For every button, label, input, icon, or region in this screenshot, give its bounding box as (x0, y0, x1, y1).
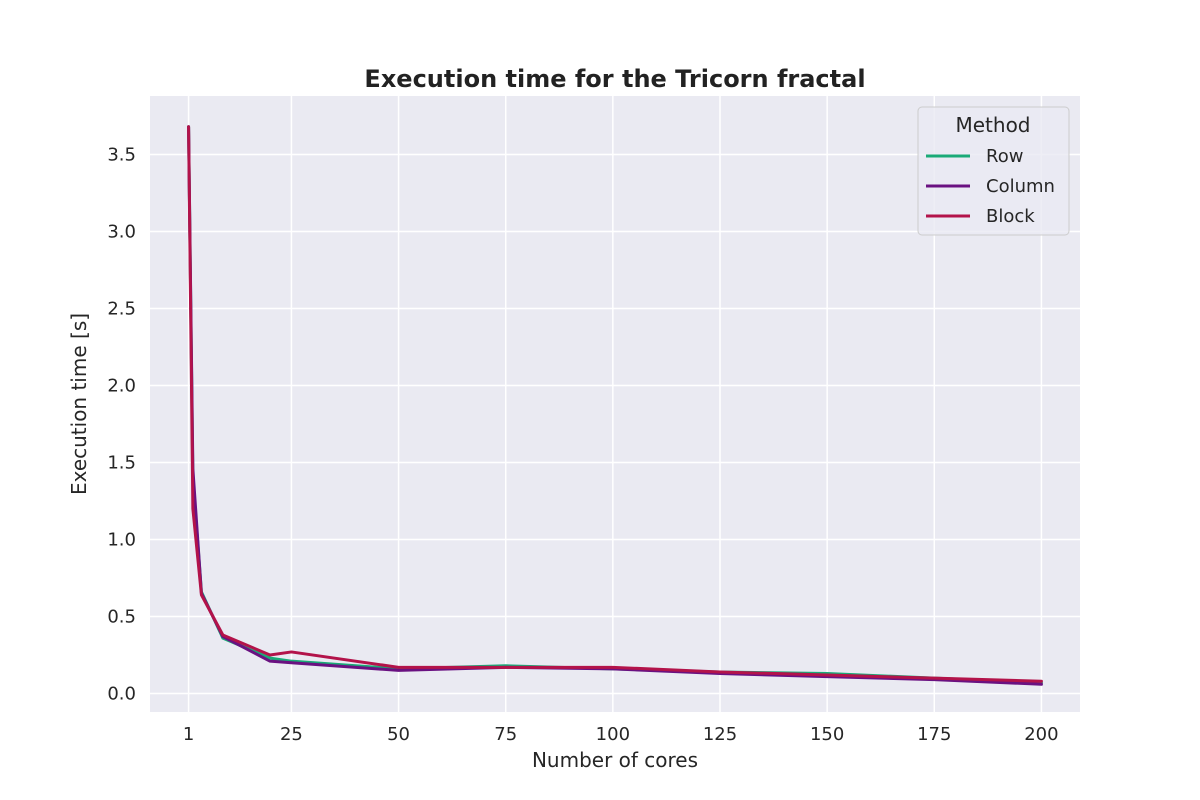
y-tick-label: 2.5 (107, 299, 136, 320)
x-tick-label: 175 (917, 724, 951, 745)
x-axis-ticks: 1 25 50 75 100 125 150 175 200 (183, 724, 1059, 745)
legend: Method Row Column Block (917, 106, 1070, 236)
x-tick-label: 200 (1024, 724, 1058, 745)
y-tick-label: 1.0 (107, 530, 136, 551)
legend-items: Row Column Block (926, 146, 1055, 227)
x-axis-label: Number of cores (532, 748, 698, 772)
legend-label-block: Block (986, 206, 1035, 227)
chart-title: Execution time for the Tricorn fractal (364, 65, 865, 93)
y-tick-label: 3.0 (107, 222, 136, 243)
x-tick-label: 1 (183, 724, 194, 745)
y-axis-label: Execution time [s] (67, 313, 91, 495)
y-axis-ticks: 0.0 0.5 1.0 1.5 2.0 2.5 3.0 3.5 (107, 145, 136, 705)
series-line-block (187, 125, 1043, 683)
x-tick-label: 75 (494, 724, 517, 745)
x-tick-label: 150 (810, 724, 844, 745)
x-tick-label: 50 (387, 724, 410, 745)
y-tick-label: 3.5 (107, 145, 136, 166)
series-lines (187, 125, 1043, 686)
y-tick-label: 2.0 (107, 376, 136, 397)
y-tick-label: 0.5 (107, 607, 136, 628)
y-tick-label: 0.0 (107, 684, 136, 705)
x-tick-label: 100 (596, 724, 630, 745)
y-tick-label: 1.5 (107, 453, 136, 474)
x-tick-label: 125 (703, 724, 737, 745)
x-tick-label: 25 (280, 724, 303, 745)
legend-title: Method (955, 113, 1030, 137)
legend-label-row: Row (986, 146, 1023, 167)
legend-box (917, 106, 1070, 236)
legend-label-column: Column (986, 176, 1055, 197)
